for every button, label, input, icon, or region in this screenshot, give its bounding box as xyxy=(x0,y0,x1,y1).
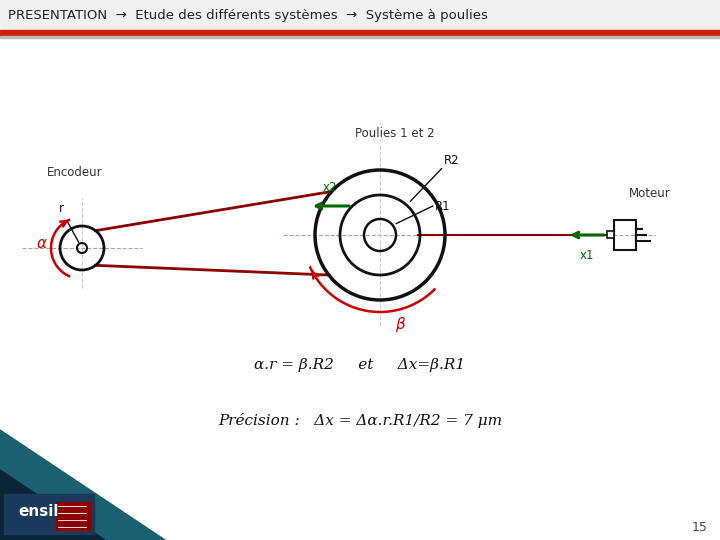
Text: ensil: ensil xyxy=(18,504,58,519)
Polygon shape xyxy=(0,470,105,540)
Polygon shape xyxy=(0,430,165,540)
Bar xyxy=(607,231,614,238)
Text: x2: x2 xyxy=(323,181,337,194)
Text: 15: 15 xyxy=(692,521,708,534)
Text: Moteur: Moteur xyxy=(629,187,671,200)
Bar xyxy=(0,30,720,36)
Text: Encodeur: Encodeur xyxy=(47,166,103,179)
Bar xyxy=(56,502,90,530)
Text: r: r xyxy=(58,202,63,215)
Text: Précision :   Δx = Δα.r.R1/R2 = 7 μm: Précision : Δx = Δα.r.R1/R2 = 7 μm xyxy=(218,413,502,428)
Bar xyxy=(0,36,720,38)
Text: β: β xyxy=(395,316,405,332)
Text: α: α xyxy=(37,235,47,251)
Text: PRESENTATION  →  Etude des différents systèmes  →  Système à poulies: PRESENTATION → Etude des différents syst… xyxy=(8,10,488,23)
Text: R1: R1 xyxy=(435,200,451,213)
Text: α.r = β.R2     et     Δx=β.R1: α.r = β.R2 et Δx=β.R1 xyxy=(254,358,466,372)
Bar xyxy=(4,494,94,534)
Bar xyxy=(614,220,636,250)
Bar xyxy=(0,0,720,30)
Text: Poulies 1 et 2: Poulies 1 et 2 xyxy=(355,127,435,140)
Text: R2: R2 xyxy=(444,154,459,167)
Text: x1: x1 xyxy=(580,249,594,262)
